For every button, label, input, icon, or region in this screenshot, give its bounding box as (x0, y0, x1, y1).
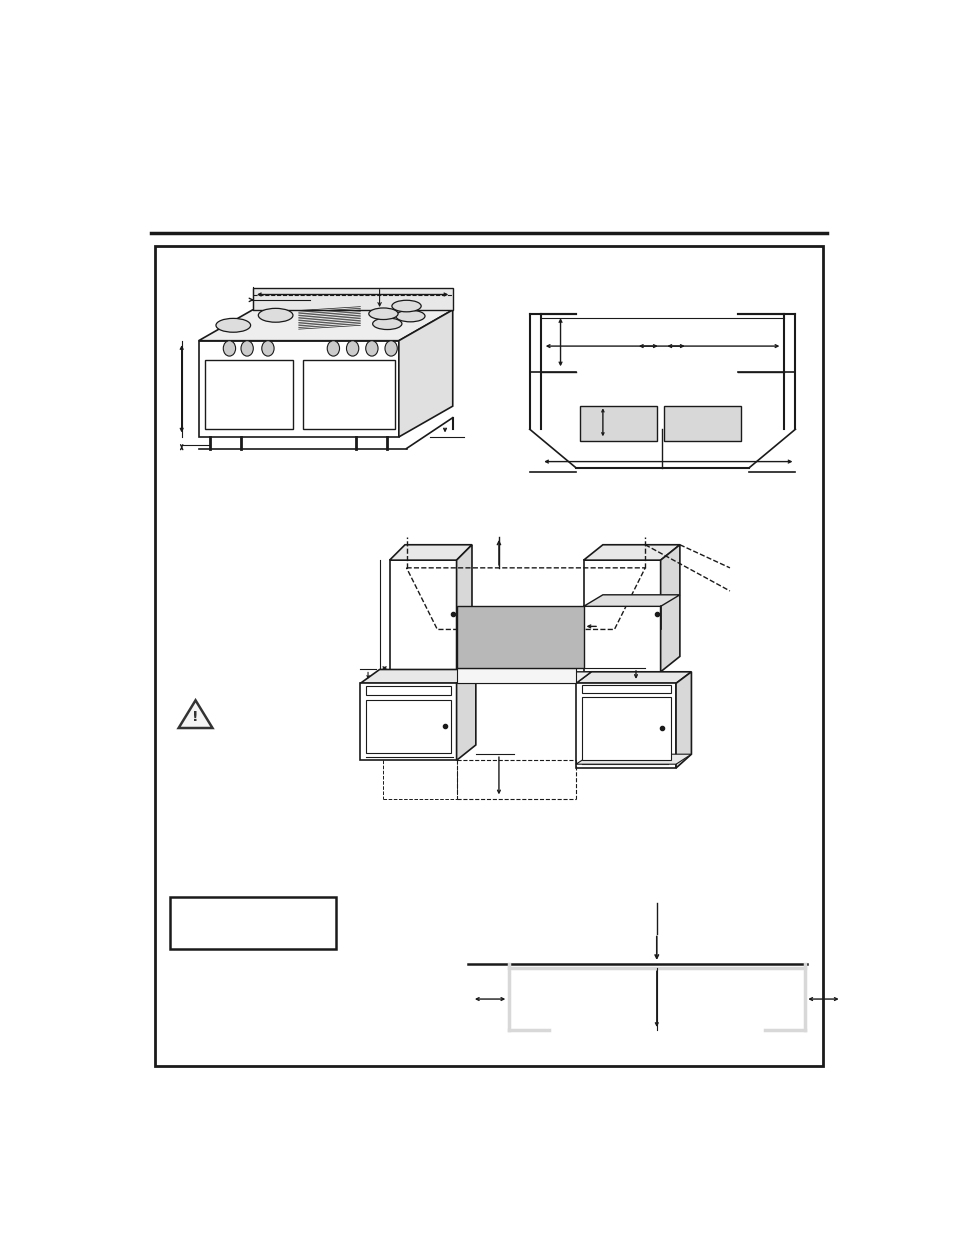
Ellipse shape (373, 317, 401, 330)
Polygon shape (389, 561, 456, 672)
Bar (581, 685, 670, 693)
Bar (366, 685, 451, 695)
Polygon shape (676, 672, 691, 768)
Polygon shape (360, 669, 476, 683)
Ellipse shape (385, 341, 396, 356)
Polygon shape (398, 310, 453, 437)
Ellipse shape (258, 309, 293, 322)
Polygon shape (583, 595, 679, 606)
Polygon shape (389, 545, 472, 561)
Polygon shape (456, 545, 472, 672)
Polygon shape (576, 755, 691, 764)
Polygon shape (198, 341, 398, 437)
Bar (581, 698, 670, 761)
Ellipse shape (369, 308, 397, 320)
Ellipse shape (346, 341, 358, 356)
Polygon shape (576, 683, 676, 768)
Polygon shape (576, 672, 691, 683)
Ellipse shape (395, 310, 425, 322)
Ellipse shape (392, 300, 420, 311)
Polygon shape (253, 288, 453, 310)
Ellipse shape (223, 341, 235, 356)
Ellipse shape (241, 341, 253, 356)
Polygon shape (178, 700, 213, 727)
Ellipse shape (261, 341, 274, 356)
Bar (579, 406, 656, 441)
Bar (664, 406, 740, 441)
Polygon shape (456, 669, 476, 761)
Text: !: ! (193, 710, 198, 724)
Polygon shape (456, 672, 591, 683)
Polygon shape (360, 683, 456, 761)
Polygon shape (583, 545, 679, 561)
Bar (205, 359, 293, 430)
Bar (170, 897, 335, 948)
Polygon shape (198, 310, 453, 341)
Ellipse shape (215, 319, 251, 332)
Bar (366, 700, 451, 752)
Polygon shape (456, 668, 576, 683)
Bar (154, 246, 822, 1066)
Polygon shape (659, 545, 679, 672)
Ellipse shape (327, 341, 339, 356)
Polygon shape (456, 606, 583, 668)
Ellipse shape (365, 341, 377, 356)
Bar (302, 359, 395, 430)
Polygon shape (583, 561, 659, 672)
